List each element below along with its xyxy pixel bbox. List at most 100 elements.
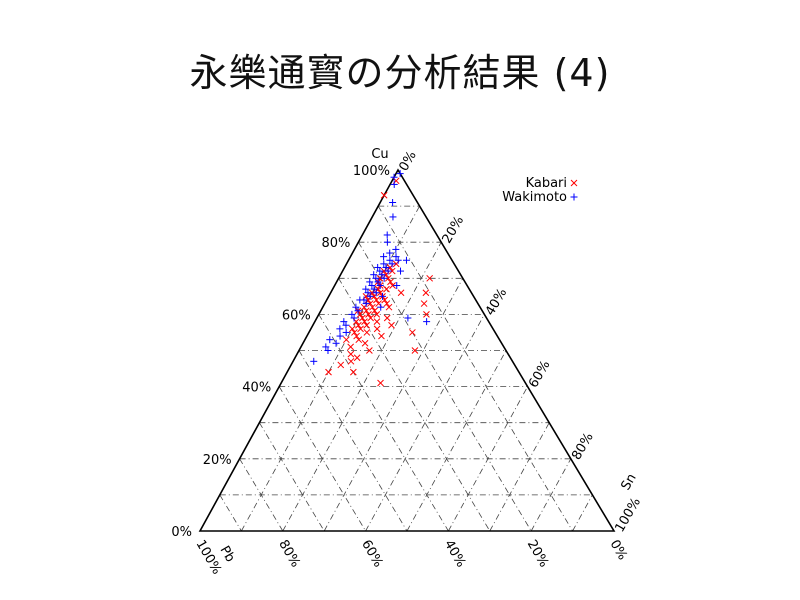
point-kabari-62: [426, 274, 434, 282]
point-wakimoto-44: [322, 343, 330, 351]
point-wakimoto-14: [374, 263, 382, 271]
grid-lines: [219, 205, 593, 532]
triangle-outline: [198, 168, 616, 532]
tick-label-pb-60: 60%: [358, 538, 385, 571]
slide-title: 永樂通寳の分析結果 (4): [189, 51, 611, 95]
point-wakimoto-1: [390, 173, 398, 181]
tick-label-sn-100: 100%: [612, 495, 644, 535]
point-wakimoto-37: [340, 318, 348, 326]
point-wakimoto-27: [364, 289, 372, 297]
point-kabari-1: [380, 191, 388, 199]
point-kabari-51: [378, 332, 385, 340]
point-wakimoto-24: [376, 282, 384, 290]
point-kabari-66: [409, 329, 416, 336]
point-kabari-65: [423, 311, 430, 318]
point-wakimoto-54: [383, 238, 391, 246]
grid-line-sn-90: [572, 494, 593, 532]
tick-label-pb-100: 100%: [193, 538, 225, 578]
point-wakimoto-29: [366, 292, 374, 300]
grid-line-pb-50: [298, 350, 408, 532]
tick-label-cu-100: 100%: [353, 164, 390, 179]
point-wakimoto-45: [324, 347, 332, 354]
point-kabari-37: [367, 314, 374, 322]
point-kabari-50: [353, 332, 360, 340]
point-wakimoto-7: [392, 253, 400, 261]
grid-line-pb-30: [338, 278, 491, 532]
point-wakimoto-6: [386, 249, 394, 257]
point-kabari-26: [383, 300, 391, 307]
point-wakimoto-53: [423, 318, 431, 326]
point-wakimoto-9: [386, 256, 394, 264]
point-wakimoto-19: [380, 274, 388, 282]
grid-line-pb-10: [377, 205, 573, 532]
point-wakimoto-28: [372, 289, 380, 297]
legend-label-wakimoto: Wakimoto: [502, 190, 567, 205]
tick-label-pb-0: 0%: [607, 538, 630, 563]
point-kabari-63: [422, 289, 430, 297]
point-wakimoto-48: [397, 267, 405, 275]
point-kabari-36: [359, 314, 366, 322]
point-wakimoto-12: [388, 260, 396, 268]
point-wakimoto-10: [394, 256, 402, 264]
grid-line-pb-70: [259, 422, 325, 532]
point-wakimoto-39: [336, 325, 344, 333]
point-kabari-61: [350, 368, 357, 376]
point-kabari-13: [383, 285, 390, 293]
tick-label-sn-20: 20%: [440, 214, 467, 247]
point-wakimoto-15: [384, 267, 392, 275]
tick-label-sn-60: 60%: [526, 358, 553, 391]
point-kabari-21: [373, 296, 380, 304]
tick-label-cu-40: 40%: [242, 381, 271, 396]
point-kabari-67: [411, 347, 419, 354]
point-kabari-29: [385, 303, 393, 311]
point-wakimoto-36: [350, 314, 358, 322]
point-kabari-38: [383, 314, 391, 322]
point-kabari-56: [366, 347, 373, 354]
point-kabari-43: [363, 321, 371, 329]
point-kabari-32: [362, 307, 370, 315]
point-kabari-57: [347, 350, 355, 358]
point-wakimoto-18: [370, 271, 378, 279]
point-kabari-48: [351, 329, 358, 336]
point-kabari-30: [371, 307, 378, 315]
point-wakimoto-35: [348, 310, 356, 318]
point-kabari-17: [397, 289, 405, 297]
point-wakimoto-20: [372, 274, 380, 282]
point-wakimoto-49: [393, 282, 401, 290]
tick-label-sn-40: 40%: [483, 286, 510, 319]
point-wakimoto-40: [342, 328, 350, 336]
vertex-label-cu: Cu: [371, 147, 388, 162]
point-wakimoto-2: [390, 180, 398, 188]
point-kabari-64: [420, 300, 428, 307]
point-kabari-4: [388, 267, 396, 275]
tick-label-cu-20: 20%: [203, 453, 232, 468]
point-wakimoto-55: [383, 231, 391, 239]
point-kabari-27: [369, 303, 376, 311]
point-kabari-58: [353, 354, 361, 362]
tick-label-cu-0: 0%: [171, 525, 192, 540]
point-kabari-39: [361, 318, 368, 325]
grid-line-pb-60: [278, 386, 366, 532]
point-wakimoto-22: [366, 278, 374, 286]
point-kabari-69: [325, 368, 332, 376]
point-wakimoto-16: [376, 267, 384, 275]
point-wakimoto-8: [380, 253, 388, 261]
point-wakimoto-17: [378, 271, 386, 279]
point-wakimoto-47: [402, 256, 410, 264]
point-kabari-9: [387, 278, 394, 286]
legend-marker-kabari: [570, 179, 578, 187]
tick-label-sn-80: 80%: [569, 430, 596, 463]
point-wakimoto-43: [332, 339, 340, 347]
point-kabari-34: [373, 311, 381, 318]
grid-line-sn-30: [323, 278, 464, 532]
point-kabari-52: [355, 336, 363, 344]
tick-label-pb-20: 20%: [524, 538, 551, 571]
point-wakimoto-4: [389, 213, 397, 221]
point-wakimoto-52: [404, 314, 412, 322]
point-wakimoto-51: [377, 303, 385, 311]
point-kabari-45: [357, 325, 364, 333]
grid-line-pb-80: [239, 458, 284, 532]
tick-label-cu-60: 60%: [282, 308, 311, 323]
point-kabari-33: [365, 311, 372, 318]
